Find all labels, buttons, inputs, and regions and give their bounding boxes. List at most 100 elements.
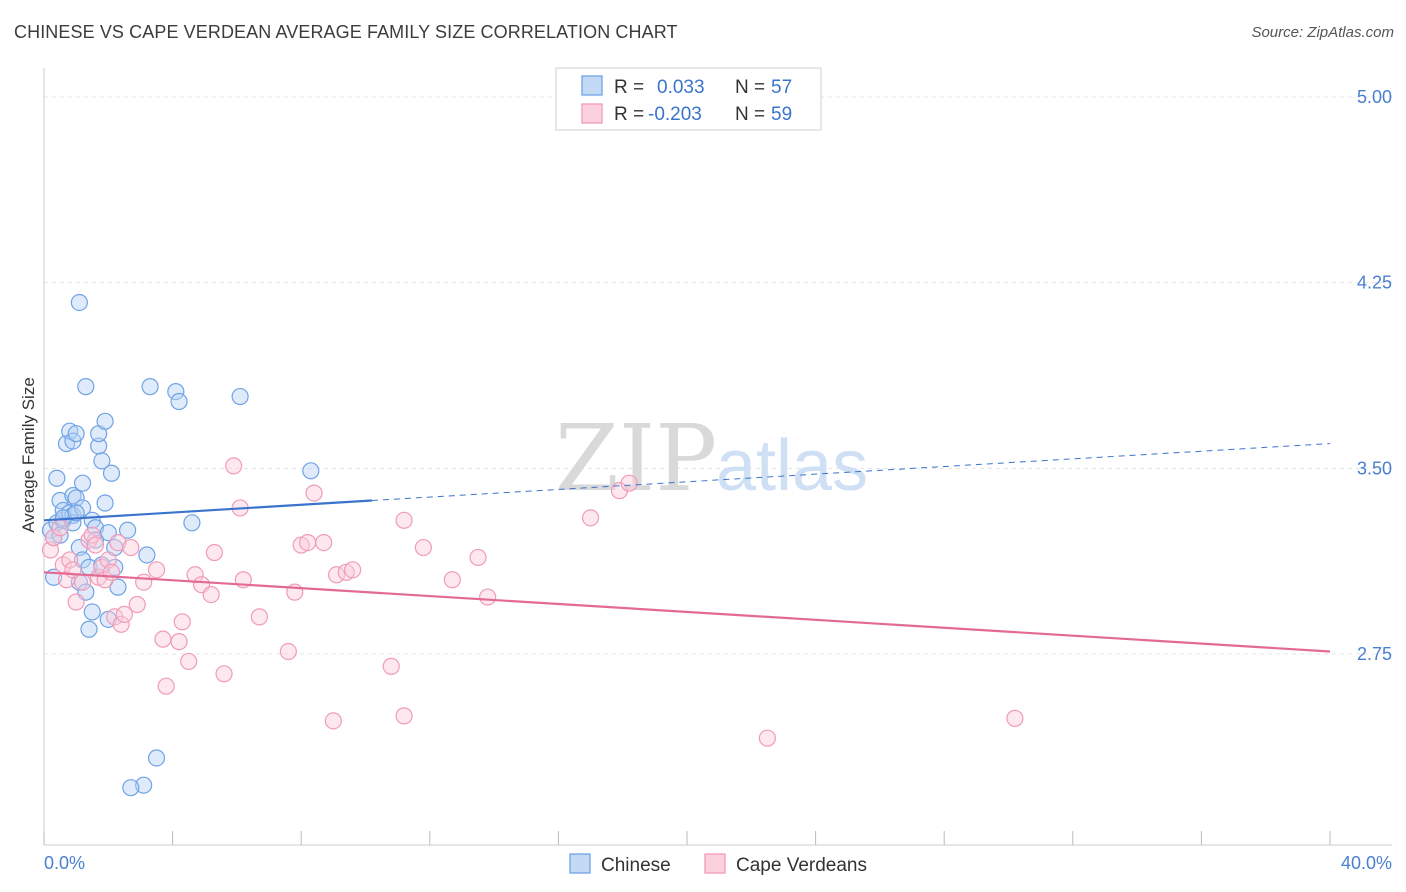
cape-verdean-point-22 <box>128 595 146 614</box>
chinese-trend-line <box>43 499 372 522</box>
cape-verdean-point-51 <box>395 707 413 725</box>
legend-n-value-1: 57 <box>771 77 792 98</box>
chinese-point-56 <box>67 504 85 522</box>
chinese-point-49 <box>167 382 185 401</box>
cape-verdean-point-1 <box>45 529 63 547</box>
cape-verdean-point-43 <box>305 484 323 502</box>
chinese-point-31 <box>86 531 105 549</box>
chart-title: CHINESE VS CAPE VERDEAN AVERAGE FAMILY S… <box>14 22 678 42</box>
cape-verdean-point-38 <box>250 608 269 626</box>
chinese-points <box>41 293 320 797</box>
y-axis-title: Average Family Size <box>19 377 38 533</box>
chinese-point-50 <box>170 392 188 411</box>
cape-verdean-point-8 <box>73 573 92 591</box>
cape-verdean-point-53 <box>443 571 461 589</box>
trend-lines <box>43 443 1331 653</box>
legend-n-label-1: N = <box>735 77 765 98</box>
chinese-point-40 <box>102 464 121 482</box>
chinese-point-28 <box>80 620 98 638</box>
grid-lines <box>44 96 1392 655</box>
cape-verdean-point-5 <box>61 551 79 569</box>
cape-verdean-point-49 <box>382 657 400 675</box>
series-legend: Chinese Cape Verdeans <box>569 853 867 876</box>
chinese-point-5 <box>48 469 66 487</box>
legend-swatch-cape <box>581 103 603 124</box>
cape-verdean-point-42 <box>299 533 317 552</box>
cape-verdean-point-45 <box>324 712 342 730</box>
cape-verdean-point-21 <box>122 538 140 557</box>
chinese-point-37 <box>96 412 114 430</box>
cape-verdean-point-52 <box>414 538 432 557</box>
cape-verdean-point-55 <box>479 588 497 606</box>
cape-verdean-point-54 <box>469 548 487 567</box>
cape-verdean-point-19 <box>112 615 130 633</box>
chinese-point-25 <box>77 378 95 396</box>
stats-legend: R = 0.033 N = 57 R = -0.203 N = 59 <box>555 67 822 131</box>
x-tick-min: 0.0% <box>44 853 85 873</box>
chinese-point-47 <box>141 378 159 396</box>
bottom-legend-cape: Cape Verdeans <box>736 855 867 876</box>
cape-verdean-point-48 <box>344 561 362 579</box>
cape-verdean-point-28 <box>173 613 191 631</box>
chinese-point-27 <box>83 603 101 621</box>
cape-verdean-point-56 <box>581 509 600 527</box>
cape-verdean-point-23 <box>135 573 153 591</box>
x-tick-max: 40.0% <box>1341 853 1392 873</box>
chinese-point-34 <box>93 452 111 470</box>
bottom-swatch-chinese <box>569 853 591 874</box>
cape-verdean-point-50 <box>395 511 413 529</box>
chinese-point-24 <box>70 293 88 312</box>
bottom-swatch-cape <box>704 853 726 874</box>
cape-verdean-point-34 <box>215 665 233 683</box>
cape-verdean-trend-line <box>43 571 1331 653</box>
chinese-point-53 <box>302 462 320 480</box>
chinese-point-20 <box>73 474 92 492</box>
y-tick-label-1: 3.50 <box>1357 458 1392 478</box>
cape-verdean-point-18 <box>109 533 127 552</box>
chinese-point-15 <box>67 489 85 507</box>
cape-verdean-points <box>41 457 1024 747</box>
y-tick-labels: 2.75 3.50 4.25 5.00 <box>1357 87 1392 664</box>
cape-verdean-point-44 <box>315 533 333 552</box>
chinese-point-44 <box>118 521 137 539</box>
cape-verdean-far-point-0 <box>758 729 776 747</box>
y-tick-label-0: 2.75 <box>1357 644 1392 664</box>
cape-verdean-point-33 <box>205 543 223 562</box>
cape-verdean-point-58 <box>620 474 638 492</box>
cape-verdean-point-11 <box>86 536 105 554</box>
cape-verdean-point-27 <box>170 633 188 651</box>
watermark-zip: ZIP <box>555 405 717 512</box>
chinese-point-12 <box>64 486 82 505</box>
y-tick-label-2: 4.25 <box>1357 273 1392 293</box>
chinese-point-48 <box>147 749 166 767</box>
chinese-point-43 <box>109 578 127 596</box>
cape-verdean-far-point-1 <box>1006 709 1024 727</box>
legend-n-label-2: N = <box>735 104 765 125</box>
legend-r-label-1: R = <box>614 77 644 98</box>
source-label: Source: ZipAtlas.com <box>1251 24 1394 41</box>
cape-verdean-point-24 <box>147 561 166 579</box>
cape-verdean-point-29 <box>180 652 198 671</box>
watermark-atlas: atlas <box>716 426 868 506</box>
cape-verdean-point-26 <box>157 677 175 695</box>
legend-r-label-2: R = <box>614 104 644 125</box>
cape-verdean-point-10 <box>83 526 101 544</box>
bottom-legend-chinese: Chinese <box>601 855 671 876</box>
chinese-point-17 <box>67 425 85 443</box>
y-tick-label-3: 5.00 <box>1357 87 1392 107</box>
chinese-point-54 <box>122 779 140 797</box>
cape-verdean-point-25 <box>154 630 172 648</box>
cape-verdean-point-2 <box>51 519 69 537</box>
chinese-trend-extension <box>371 443 1331 502</box>
axes <box>43 68 1392 846</box>
legend-swatch-chinese <box>581 75 603 96</box>
cape-verdean-point-30 <box>186 566 204 584</box>
chinese-point-51 <box>183 514 201 532</box>
chinese-point-46 <box>138 546 156 564</box>
cape-verdean-point-32 <box>202 585 220 604</box>
legend-r-value-1: 0.033 <box>657 77 705 98</box>
legend-r-value-2: -0.203 <box>648 104 702 125</box>
cape-verdean-point-20 <box>115 605 133 623</box>
chinese-point-52 <box>231 387 249 406</box>
